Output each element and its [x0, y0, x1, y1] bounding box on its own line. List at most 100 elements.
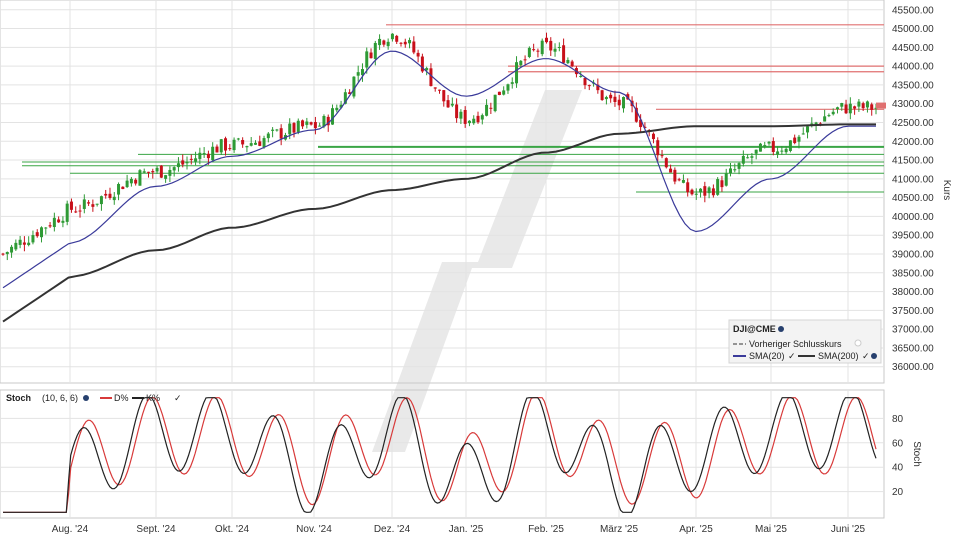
candle-body[interactable]: [489, 107, 493, 109]
candle-body[interactable]: [583, 78, 587, 86]
candle-body[interactable]: [776, 151, 780, 155]
candle-body[interactable]: [104, 193, 108, 196]
candle-body[interactable]: [669, 168, 673, 173]
candle-body[interactable]: [810, 123, 814, 126]
candle-body[interactable]: [296, 120, 300, 132]
candle-body[interactable]: [639, 119, 643, 128]
candle-body[interactable]: [587, 85, 591, 87]
candle-body[interactable]: [40, 227, 44, 238]
candle-body[interactable]: [14, 242, 18, 250]
candle-body[interactable]: [147, 171, 150, 173]
candle-body[interactable]: [677, 179, 681, 181]
candle-body[interactable]: [215, 146, 219, 153]
candle-body[interactable]: [10, 246, 14, 253]
candle-body[interactable]: [754, 149, 758, 154]
candle-body[interactable]: [352, 76, 356, 97]
candle-body[interactable]: [510, 82, 514, 84]
candle-body[interactable]: [617, 99, 621, 106]
candle-body[interactable]: [763, 145, 767, 147]
candle-body[interactable]: [459, 111, 463, 119]
candle-body[interactable]: [450, 103, 454, 106]
candle-body[interactable]: [497, 91, 501, 96]
candle-body[interactable]: [318, 125, 322, 127]
candle-body[interactable]: [651, 133, 655, 140]
check-icon[interactable]: ✓: [862, 351, 870, 361]
candle-body[interactable]: [266, 133, 270, 139]
candle-body[interactable]: [519, 60, 523, 66]
candle-body[interactable]: [549, 40, 553, 51]
candle-body[interactable]: [767, 141, 771, 144]
candle-body[interactable]: [429, 68, 433, 87]
candle-body[interactable]: [339, 104, 343, 108]
candle-body[interactable]: [609, 94, 613, 99]
toggle-icon[interactable]: [854, 339, 862, 347]
candle-body[interactable]: [112, 196, 116, 201]
candle-body[interactable]: [395, 35, 399, 42]
candle-body[interactable]: [771, 141, 775, 152]
candle-body[interactable]: [224, 138, 228, 151]
candle-body[interactable]: [643, 126, 647, 128]
candle-body[interactable]: [720, 180, 724, 188]
candle-body[interactable]: [540, 40, 544, 55]
candle-body[interactable]: [724, 173, 728, 186]
candle-body[interactable]: [408, 40, 412, 44]
candle-body[interactable]: [420, 56, 424, 72]
candle-body[interactable]: [570, 61, 574, 67]
candle-body[interactable]: [164, 175, 168, 179]
candle-body[interactable]: [463, 109, 467, 124]
candle-body[interactable]: [848, 103, 852, 114]
candle-body[interactable]: [172, 167, 176, 171]
check-icon[interactable]: ✓: [788, 351, 796, 361]
candle-body[interactable]: [600, 90, 604, 101]
candle-body[interactable]: [750, 156, 754, 158]
candle-body[interactable]: [455, 104, 459, 119]
candle-body[interactable]: [622, 97, 626, 109]
candle-body[interactable]: [485, 104, 489, 116]
candle-body[interactable]: [18, 239, 22, 245]
candle-body[interactable]: [532, 49, 536, 51]
candle-body[interactable]: [523, 59, 527, 61]
candle-body[interactable]: [373, 42, 377, 59]
candle-body[interactable]: [797, 136, 801, 142]
candle-body[interactable]: [741, 155, 745, 164]
candle-body[interactable]: [562, 45, 566, 63]
candle-body[interactable]: [865, 101, 869, 108]
candle-body[interactable]: [253, 142, 257, 145]
globe-icon[interactable]: [871, 353, 877, 359]
candle-body[interactable]: [664, 158, 668, 168]
candle-body[interactable]: [536, 50, 540, 52]
candle-body[interactable]: [737, 163, 741, 169]
candle-body[interactable]: [82, 199, 86, 209]
candle-body[interactable]: [493, 94, 497, 112]
candle-body[interactable]: [566, 59, 570, 64]
candle-body[interactable]: [232, 139, 236, 151]
candle-body[interactable]: [831, 111, 835, 115]
candle-body[interactable]: [271, 129, 275, 131]
candle-body[interactable]: [168, 169, 172, 176]
stoch-k-line[interactable]: [3, 397, 877, 513]
candle-body[interactable]: [557, 46, 561, 48]
candle-body[interactable]: [806, 126, 810, 133]
candle-body[interactable]: [399, 42, 403, 44]
candle-body[interactable]: [412, 41, 416, 53]
candle-body[interactable]: [313, 122, 317, 129]
candle-body[interactable]: [211, 146, 215, 161]
candle-body[interactable]: [823, 116, 827, 122]
candle-body[interactable]: [694, 193, 698, 195]
candle-body[interactable]: [322, 115, 326, 127]
candle-body[interactable]: [202, 153, 206, 155]
candle-body[interactable]: [711, 188, 715, 196]
candle-body[interactable]: [634, 107, 638, 122]
candle-body[interactable]: [309, 122, 313, 125]
candle-body[interactable]: [853, 106, 857, 109]
candle-body[interactable]: [301, 120, 305, 127]
candle-body[interactable]: [579, 75, 583, 77]
candle-body[interactable]: [369, 52, 373, 59]
candle-body[interactable]: [386, 41, 390, 47]
candle-body[interactable]: [442, 90, 446, 102]
candle-body[interactable]: [219, 139, 223, 153]
candle-body[interactable]: [305, 121, 309, 125]
candle-body[interactable]: [95, 203, 99, 205]
candle-body[interactable]: [44, 227, 48, 229]
candle-body[interactable]: [506, 84, 510, 91]
